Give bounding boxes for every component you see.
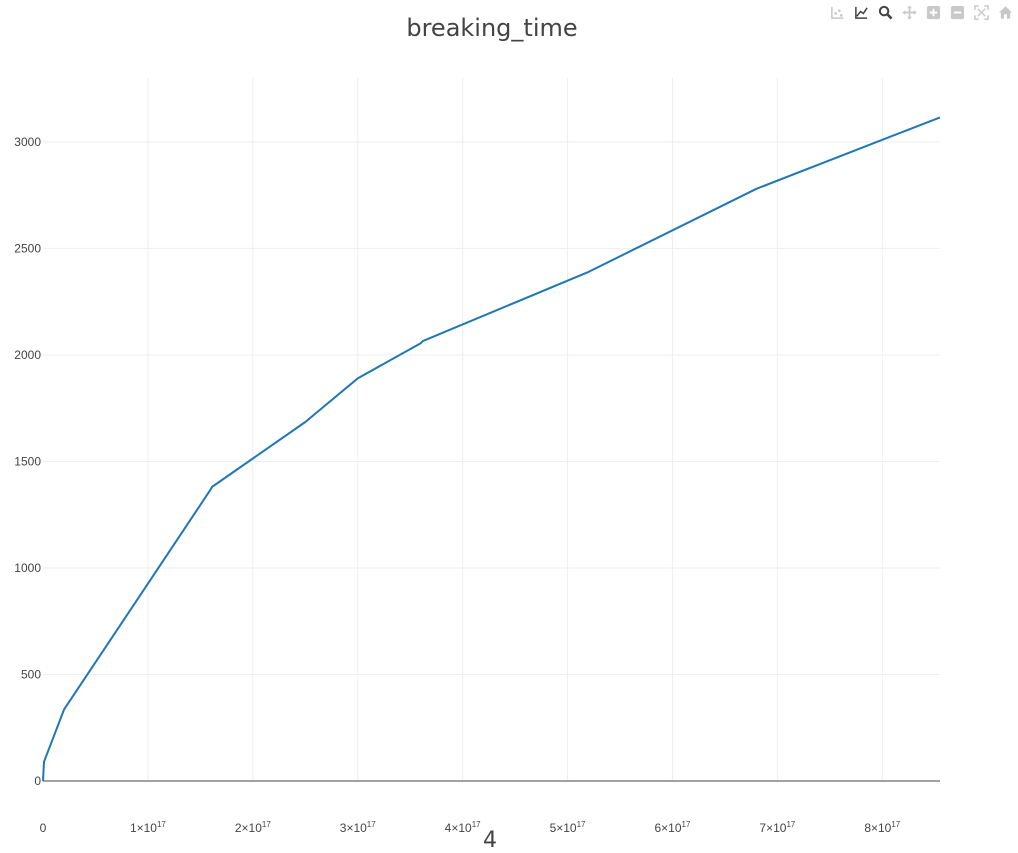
x-tick-label: 8×1017: [864, 820, 900, 835]
zoom-in-button[interactable]: [924, 3, 942, 21]
series-line[interactable]: [42, 116, 941, 782]
autoscale-icon: [973, 4, 989, 20]
y-tick-label: 0: [34, 774, 41, 788]
x-tick-labels: 0 1×1017 2×1017 3×1017 4×1017 5×1017 6×1017 7×1…: [40, 820, 901, 835]
x-axis-label: 4: [483, 828, 497, 853]
series-group: [42, 116, 941, 782]
y-gridlines: [43, 141, 940, 675]
y-tick-label: 2500: [14, 241, 41, 255]
compare-data-icon: [830, 6, 843, 19]
x-tick-label: 1×1017: [130, 820, 166, 835]
autoscale-button[interactable]: [972, 3, 990, 21]
y-tick-label: 2000: [14, 348, 41, 362]
x-tick-label: 7×1017: [759, 820, 795, 835]
zoom-button[interactable]: [876, 3, 894, 21]
y-tick-label: 500: [21, 667, 41, 681]
zoom-icon: [878, 5, 893, 20]
y-tick-label: 1000: [14, 561, 41, 575]
x-tick-label: 6×1017: [655, 820, 691, 835]
y-tick-label: 3000: [14, 135, 41, 149]
x-tick-label: 2×1017: [235, 820, 271, 835]
reset-axes-icon: [998, 5, 1012, 19]
reset-axes-button[interactable]: [996, 3, 1014, 21]
closest-data-icon: [854, 6, 868, 19]
x-gridlines: [147, 78, 883, 781]
compare-data-button[interactable]: [828, 3, 846, 21]
zoom-out-icon: [950, 5, 964, 19]
pan-button[interactable]: [900, 3, 918, 21]
x-tick-label: 3×1017: [340, 820, 376, 835]
x-tick-label: 0: [40, 821, 47, 835]
closest-data-button[interactable]: [852, 3, 870, 21]
x-tick-label: 4×1017: [445, 820, 481, 835]
x-tick-label: 5×1017: [550, 820, 586, 835]
y-tick-labels: 0 500 1000 1500 2000 2500 3000: [14, 135, 41, 788]
modebar: [828, 3, 1014, 23]
zoom-in-icon: [926, 5, 940, 19]
pan-icon: [901, 4, 917, 20]
chart-title: breaking_time: [406, 14, 578, 42]
zoom-out-button[interactable]: [948, 3, 966, 21]
y-tick-label: 1500: [14, 454, 41, 468]
